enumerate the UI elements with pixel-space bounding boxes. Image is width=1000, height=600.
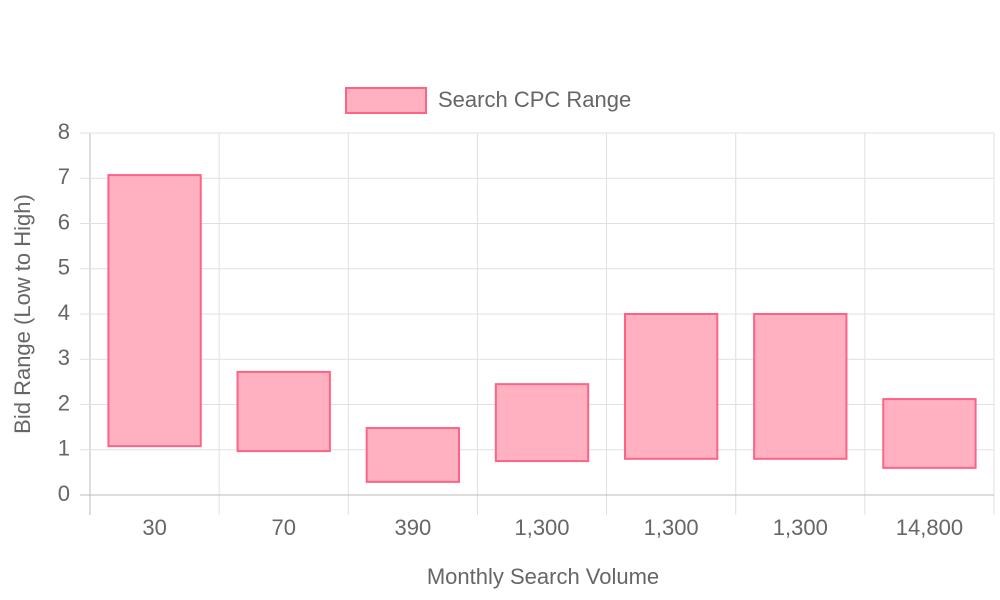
x-tick-label: 14,800: [896, 515, 963, 540]
bar: [882, 398, 977, 469]
x-tick-label: 1,300: [773, 515, 828, 540]
y-tick-label: 2: [58, 390, 70, 415]
y-tick-label: 4: [58, 300, 70, 325]
y-tick-label: 5: [58, 255, 70, 280]
bar: [107, 174, 202, 448]
x-tick-label: 1,300: [514, 515, 569, 540]
x-axis-title: Monthly Search Volume: [427, 564, 659, 589]
y-tick-label: 7: [58, 164, 70, 189]
legend-label: Search CPC Range: [438, 87, 631, 112]
x-tick-label: 390: [394, 515, 431, 540]
y-tick-label: 1: [58, 436, 70, 461]
bar: [365, 427, 461, 483]
y-axis-title: Bid Range (Low to High): [10, 194, 35, 434]
bar: [236, 370, 331, 453]
bar: [623, 313, 719, 460]
legend-swatch: [345, 87, 427, 114]
x-tick-label: 1,300: [644, 515, 699, 540]
bar: [753, 313, 848, 460]
y-tick-label: 0: [58, 481, 70, 506]
y-tick-label: 6: [58, 209, 70, 234]
x-tick-label: 70: [271, 515, 295, 540]
bar: [494, 383, 590, 463]
y-tick-label: 3: [58, 345, 70, 370]
y-tick-label: 8: [58, 119, 70, 144]
x-tick-label: 30: [142, 515, 166, 540]
